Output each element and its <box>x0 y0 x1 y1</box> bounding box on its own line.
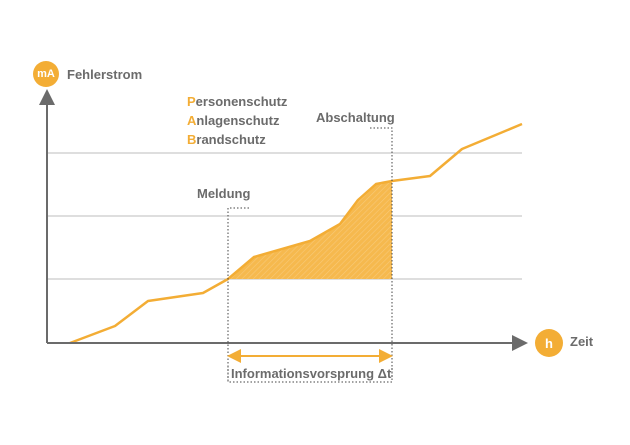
protection-initial: B <box>187 132 197 147</box>
protection-initial: P <box>187 94 196 109</box>
protection-label-equipment: Anlagenschutz <box>187 113 279 128</box>
milliampere-unit-icon: mA <box>33 61 59 87</box>
protection-initial: A <box>187 113 197 128</box>
protection-label-personal: Personenschutz <box>187 94 287 109</box>
lead-time-label-frame <box>227 366 393 383</box>
shutdown-label: Abschaltung <box>316 110 395 125</box>
lead-time-area <box>228 181 392 279</box>
warning-label: Meldung <box>197 186 251 201</box>
lead-time-label: Informationsvorsprung Δt <box>231 366 392 381</box>
protection-rest: nlagenschutz <box>196 113 280 128</box>
protection-label-fire: Brandschutz <box>187 132 266 147</box>
x-axis-label: Zeit <box>570 334 594 349</box>
y-axis-label: Fehlerstrom <box>67 67 143 82</box>
shutdown-marker-line <box>370 127 393 380</box>
protection-rest: ersonenschutz <box>195 94 288 109</box>
protection-rest: randschutz <box>196 132 266 147</box>
hour-unit-icon: h <box>535 329 563 357</box>
x-axis-unit: h <box>545 335 553 351</box>
warning-marker-line <box>227 207 249 380</box>
y-axis-unit: mA <box>37 68 55 80</box>
fault-current-curve <box>69 122 523 345</box>
